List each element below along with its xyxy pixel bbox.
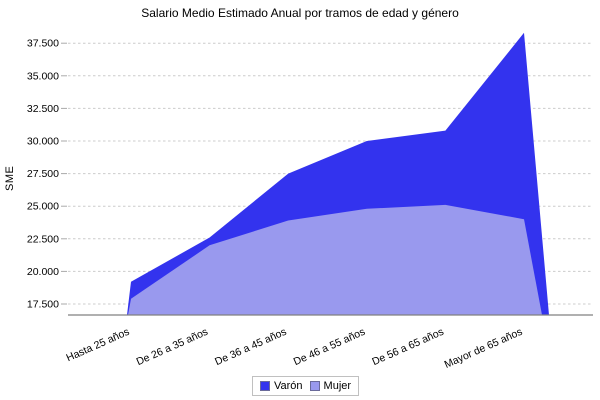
area-series-mujer xyxy=(128,204,542,315)
x-category-label: De 56 a 65 años xyxy=(370,326,445,368)
y-tick-label: 17.500 xyxy=(27,299,59,311)
y-tick-label: 27.500 xyxy=(27,168,59,180)
varon-swatch-icon xyxy=(260,381,270,391)
legend-label-mujer: Mujer xyxy=(323,380,352,392)
mujer-swatch-icon xyxy=(309,381,320,391)
y-tick-label: 37.500 xyxy=(27,38,59,50)
x-category-label: De 46 a 55 años xyxy=(292,326,367,368)
y-tick-label: 30.000 xyxy=(27,136,59,148)
y-tick-label: 22.500 xyxy=(27,233,59,245)
y-tick-label: 25.000 xyxy=(27,201,59,213)
x-category-label: De 36 a 45 años xyxy=(213,326,288,368)
legend: Varón Mujer xyxy=(252,376,360,396)
y-tick-label: 35.000 xyxy=(27,70,59,82)
x-category-label: Mayor de 65 años xyxy=(443,326,525,371)
x-category-label: Hasta 25 años xyxy=(64,326,131,365)
x-axis-category-labels: Hasta 25 años De 26 a 35 años De 36 a 45 a… xyxy=(64,326,524,371)
legend-label-varon: Varón xyxy=(274,380,303,392)
chart-title: Salario Medio Estimado Anual por tramos … xyxy=(141,6,459,20)
y-tick-label: 20.000 xyxy=(27,266,59,278)
legend-item-varon: Varón xyxy=(260,380,303,392)
y-tick-label: 32.500 xyxy=(27,103,59,115)
y-axis-tick-labels: 17.500 20.000 22.500 25.000 27.500 30.000 32.5… xyxy=(27,38,59,311)
legend-item-mujer: Mujer xyxy=(309,380,352,392)
x-category-label: De 26 a 35 años xyxy=(135,326,210,368)
